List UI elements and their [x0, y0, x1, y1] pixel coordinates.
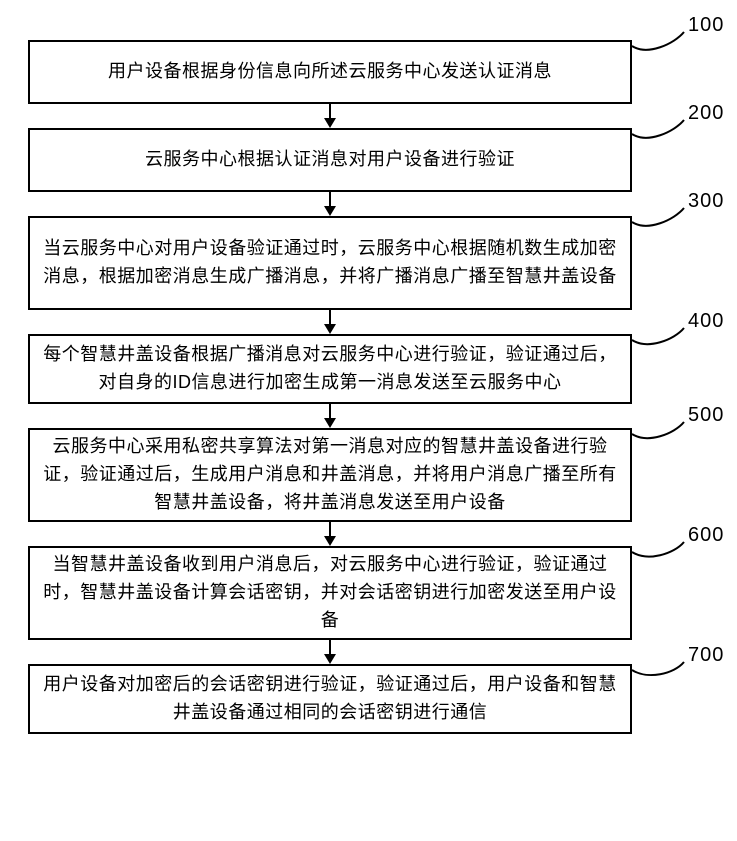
flow-node-label-300: 300 [688, 190, 724, 213]
flow-arrow [28, 640, 632, 664]
flow-node-600: 当智慧井盖设备收到用户消息后，对云服务中心进行验证，验证通过时，智慧井盖设备计算… [28, 546, 632, 640]
flow-node-500: 云服务中心采用私密共享算法对第一消息对应的智慧井盖设备进行验证，验证通过后，生成… [28, 428, 632, 522]
flow-node-text: 云服务中心根据认证消息对用户设备进行验证 [137, 146, 523, 174]
flow-node-label-500: 500 [688, 404, 724, 427]
flow-node-label-700: 700 [688, 644, 724, 667]
flow-node-300: 当云服务中心对用户设备验证通过时，云服务中心根据随机数生成加密消息，根据加密消息… [28, 216, 632, 310]
flow-arrow [28, 192, 632, 216]
flow-node-label-600: 600 [688, 524, 724, 547]
flow-arrow [28, 404, 632, 428]
flowchart-container: 用户设备根据身份信息向所述云服务中心发送认证消息云服务中心根据认证消息对用户设备… [28, 40, 692, 734]
flow-node-label-100: 100 [688, 14, 724, 37]
flow-arrow [28, 522, 632, 546]
flow-node-text: 当智慧井盖设备收到用户消息后，对云服务中心进行验证，验证通过时，智慧井盖设备计算… [30, 551, 630, 635]
flow-arrow [28, 104, 632, 128]
flow-node-700: 用户设备对加密后的会话密钥进行验证，验证通过后，用户设备和智慧井盖设备通过相同的… [28, 664, 632, 734]
flow-node-text: 当云服务中心对用户设备验证通过时，云服务中心根据随机数生成加密消息，根据加密消息… [30, 235, 630, 291]
flow-node-200: 云服务中心根据认证消息对用户设备进行验证 [28, 128, 632, 192]
flow-node-400: 每个智慧井盖设备根据广播消息对云服务中心进行验证，验证通过后，对自身的ID信息进… [28, 334, 632, 404]
flow-node-text: 云服务中心采用私密共享算法对第一消息对应的智慧井盖设备进行验证，验证通过后，生成… [30, 433, 630, 517]
flow-node-text: 用户设备根据身份信息向所述云服务中心发送认证消息 [100, 58, 560, 86]
flow-node-label-400: 400 [688, 310, 724, 333]
flow-arrow [28, 310, 632, 334]
flow-node-text: 用户设备对加密后的会话密钥进行验证，验证通过后，用户设备和智慧井盖设备通过相同的… [30, 671, 630, 727]
flow-node-text: 每个智慧井盖设备根据广播消息对云服务中心进行验证，验证通过后，对自身的ID信息进… [30, 341, 630, 397]
flow-node-100: 用户设备根据身份信息向所述云服务中心发送认证消息 [28, 40, 632, 104]
flow-node-label-200: 200 [688, 102, 724, 125]
